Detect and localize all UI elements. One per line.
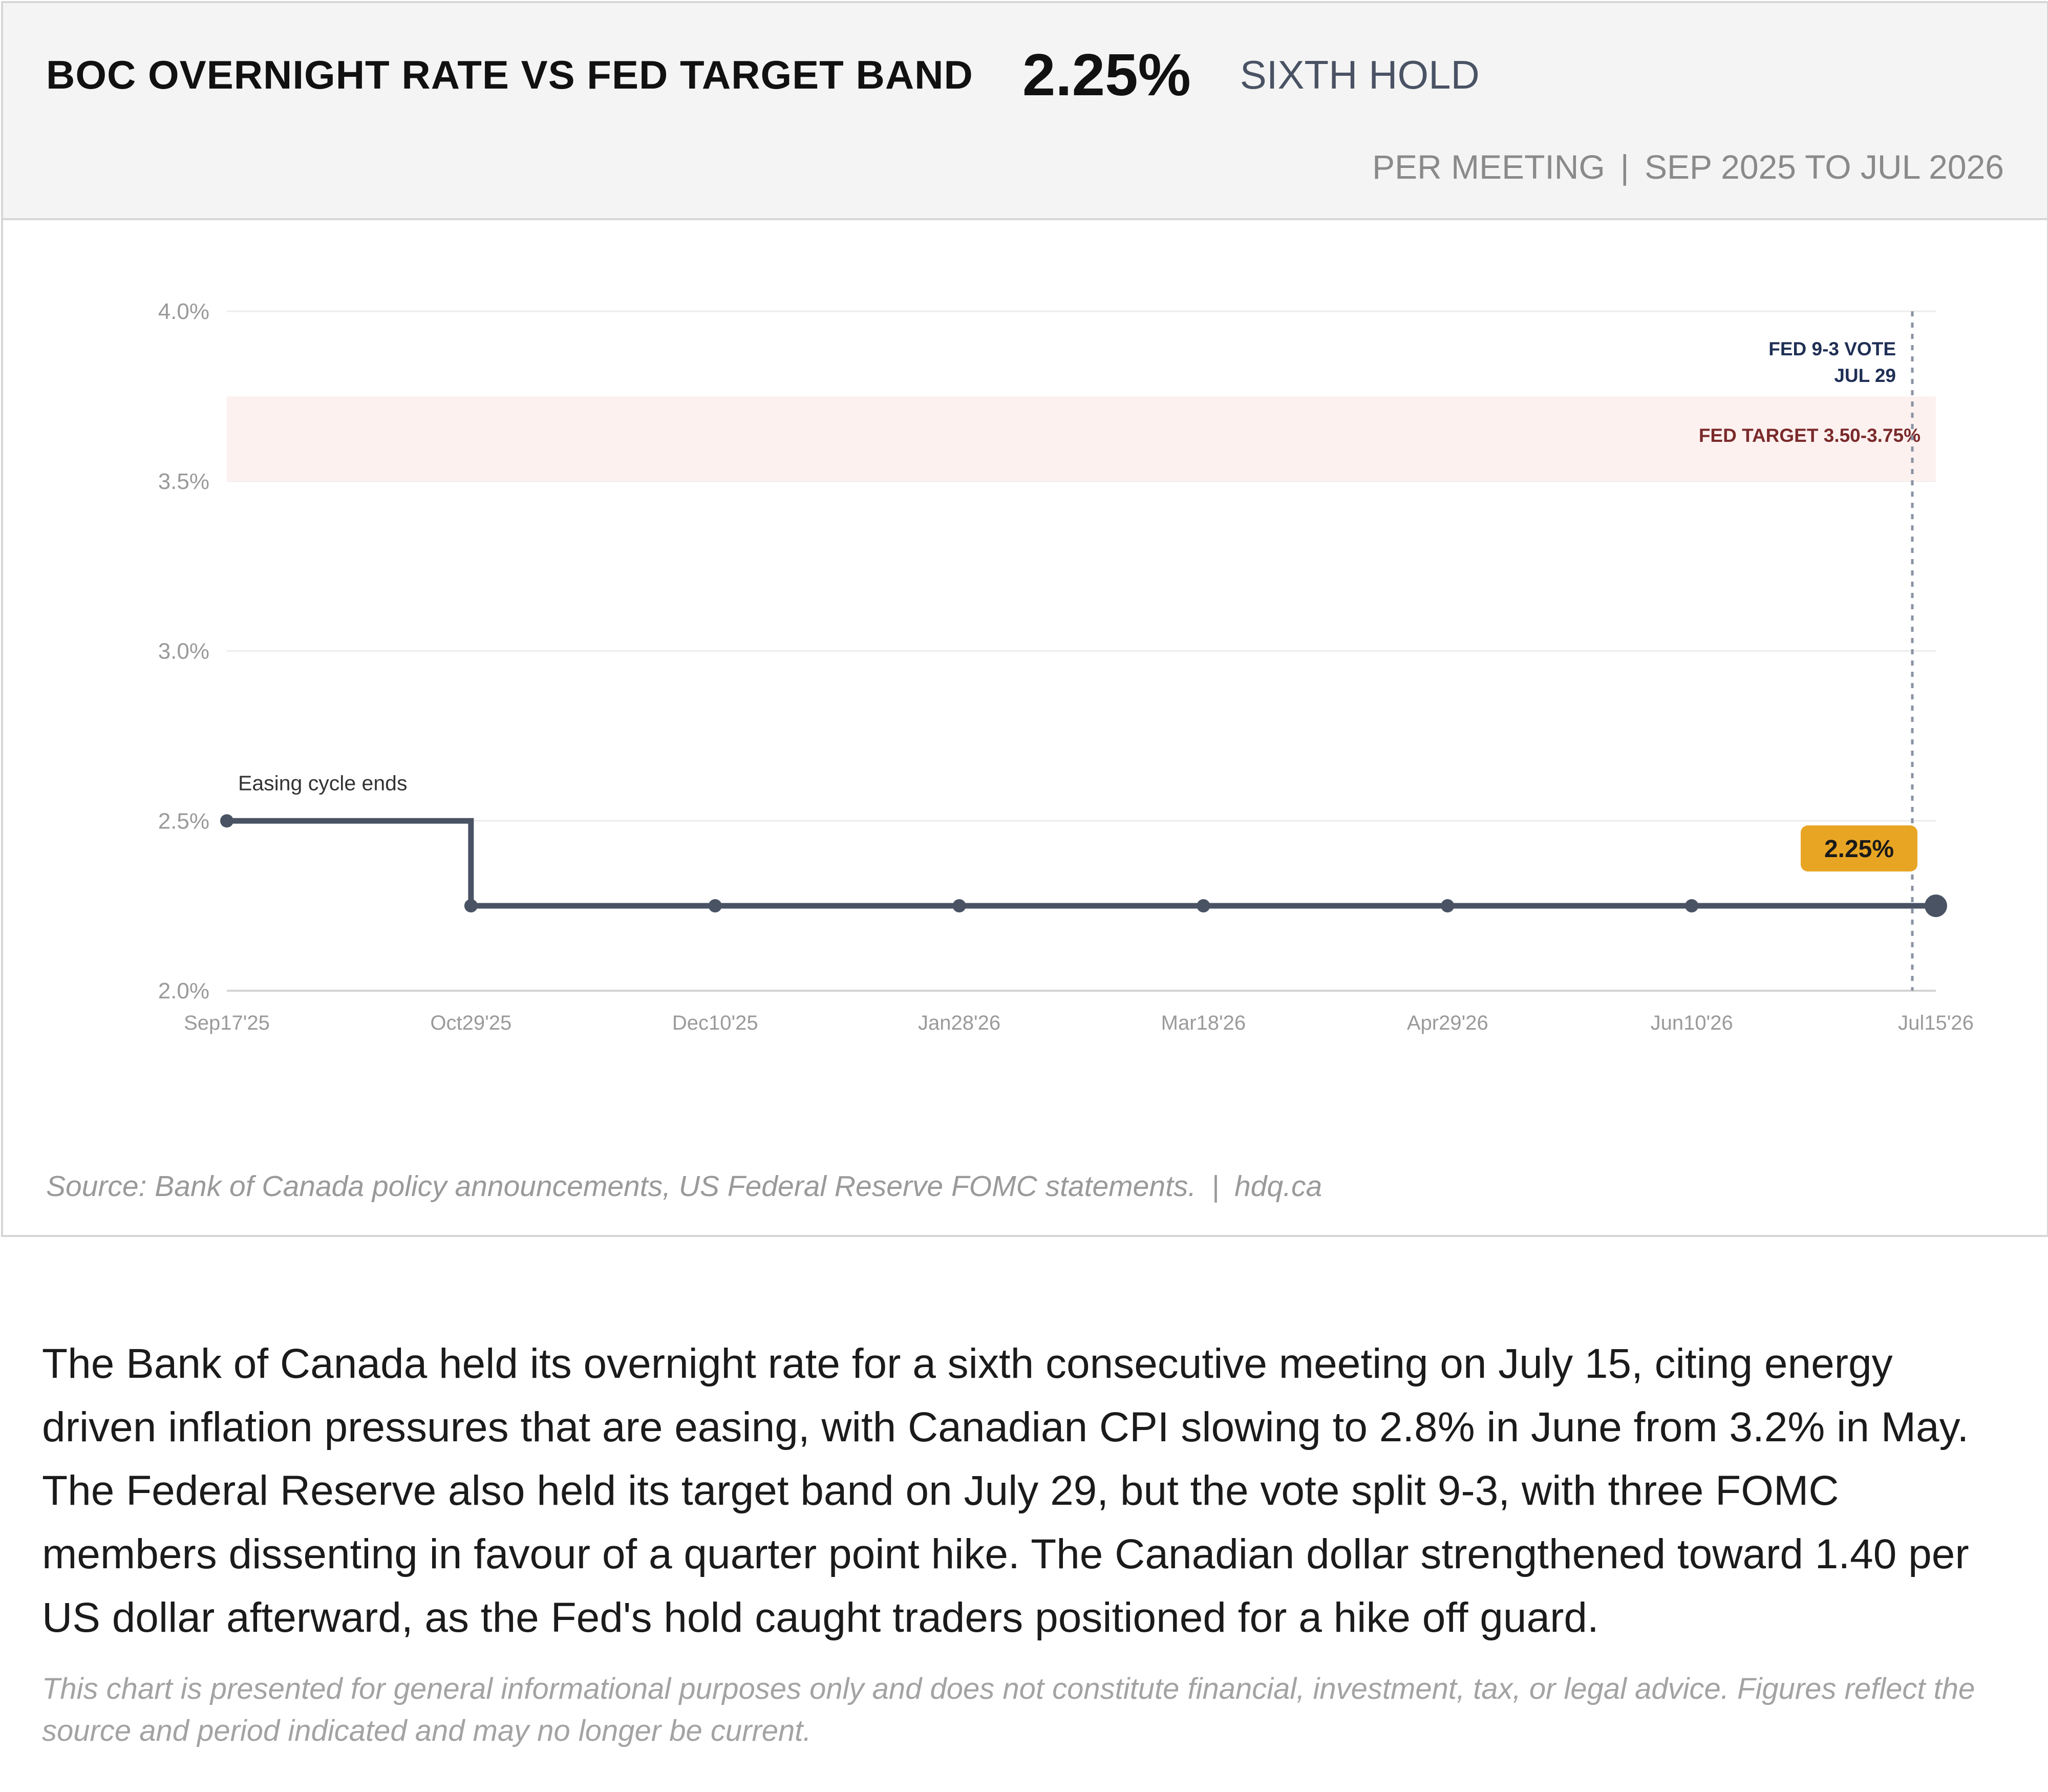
boc-rate-line	[227, 818, 1936, 909]
y-tick-label: 3.5%	[158, 469, 209, 494]
x-tick-label: Apr29'26	[1407, 1012, 1488, 1034]
x-tick-label: Jan28'26	[918, 1012, 1000, 1034]
headline-value: 2.25%	[1022, 41, 1191, 108]
data-point	[220, 814, 233, 828]
fed-target-band	[227, 396, 1936, 481]
disclaimer: This chart is presented for general info…	[42, 1672, 1975, 1747]
meta-separator: |	[1620, 148, 1629, 186]
data-point	[1685, 899, 1699, 913]
article-paragraph: The Bank of Canada held its overnight ra…	[42, 1340, 1969, 1641]
y-tick-labels: 2.0% 2.5% 3.0% 3.5% 4.0%	[158, 299, 209, 1004]
source-separator: |	[1211, 1170, 1220, 1203]
period-label: SEP 2025 TO JUL 2026	[1644, 148, 2004, 186]
x-tick-label: Sep17'25	[184, 1012, 270, 1034]
source-text: Source: Bank of Canada policy announceme…	[46, 1170, 1197, 1203]
data-points	[220, 814, 1947, 918]
fed-vote-date-label: JUL 29	[1834, 365, 1896, 386]
fed-band-label: FED TARGET 3.50-3.75%	[1699, 425, 1921, 446]
title-row: BOC OVERNIGHT RATE VS FED TARGET BAND 2.…	[46, 24, 1480, 126]
data-point	[1925, 894, 1947, 918]
y-tick-label: 4.0%	[158, 299, 209, 324]
x-tick-label: Jun10'26	[1651, 1012, 1733, 1034]
source-line: Source: Bank of Canada policy announceme…	[46, 1169, 1322, 1203]
frequency-label: PER MEETING	[1372, 148, 1605, 186]
chart-title: BOC OVERNIGHT RATE VS FED TARGET BAND	[46, 52, 973, 97]
y-tick-label: 2.5%	[158, 808, 209, 834]
chart-meta: PER MEETING | SEP 2025 TO JUL 2026	[1372, 147, 2004, 186]
x-tick-label: Mar18'26	[1161, 1012, 1246, 1034]
status-label: SIXTH HOLD	[1240, 52, 1480, 97]
current-value-badge-label: 2.25%	[1824, 836, 1894, 863]
rate-chart: FED TARGET 3.50-3.75% 2.0% 2.5% 3.0% 3.5% 4.…	[158, 299, 1974, 1034]
data-point	[1197, 899, 1210, 913]
x-tick-label: Oct29'25	[430, 1012, 511, 1034]
data-point	[1441, 899, 1455, 913]
grid-lines	[227, 310, 1936, 822]
y-tick-label: 3.0%	[158, 639, 209, 664]
site-link[interactable]: hdq.ca	[1234, 1170, 1322, 1203]
chart-card: BOC OVERNIGHT RATE VS FED TARGET BAND 2.…	[1, 1, 2048, 1237]
easing-cycle-annotation: Easing cycle ends	[238, 771, 407, 795]
chart-header: BOC OVERNIGHT RATE VS FED TARGET BAND 2.…	[3, 3, 2047, 220]
fed-vote-label: FED 9-3 VOTE	[1768, 338, 1896, 359]
x-tick-label: Dec10'25	[672, 1012, 758, 1034]
data-point	[708, 899, 722, 913]
x-tick-label: Jul15'26	[1898, 1012, 1974, 1034]
y-tick-label: 2.0%	[158, 978, 209, 1004]
current-value-badge	[1801, 825, 1917, 872]
data-point	[952, 899, 966, 913]
x-tick-labels: Sep17'25 Oct29'25 Dec10'25 Jan28'26 Mar18'26…	[184, 1012, 1974, 1034]
data-point	[464, 899, 478, 913]
